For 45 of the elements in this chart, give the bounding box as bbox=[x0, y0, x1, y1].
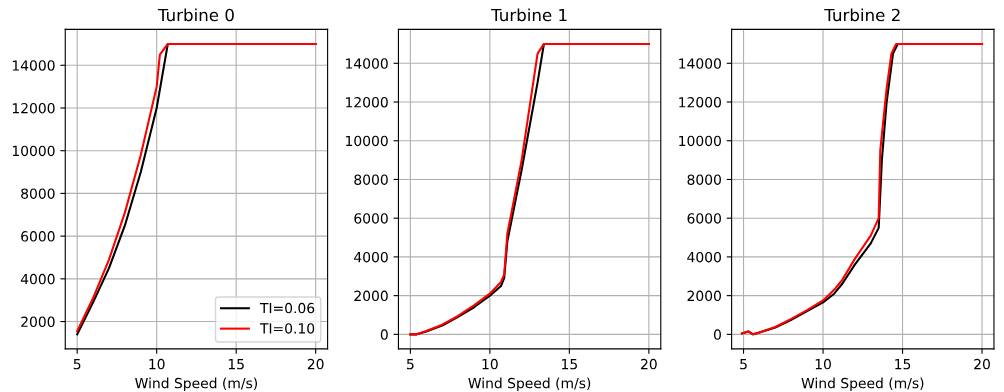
y-tick-label: 14000 bbox=[12, 60, 55, 71]
y-tick-label: 12000 bbox=[12, 102, 55, 114]
y-tick-label: 14000 bbox=[679, 58, 721, 69]
y-tick-label: 2000 bbox=[687, 290, 721, 302]
y-tick-label: 6000 bbox=[354, 213, 388, 224]
x-axis-title: Wind Speed (m/s) bbox=[468, 377, 591, 392]
y-tick-label: 10000 bbox=[346, 135, 388, 147]
chart-title: Turbine 2 bbox=[824, 8, 900, 22]
y-tick-label: 4000 bbox=[20, 273, 55, 285]
x-tick-label: 5 bbox=[407, 359, 414, 370]
y-tick-label: 12000 bbox=[679, 96, 721, 108]
chart-title: Turbine 1 bbox=[491, 8, 567, 22]
y-tick-label: 2000 bbox=[354, 290, 388, 302]
y-tick-label: 12000 bbox=[346, 96, 388, 108]
y-tick-label: 0 bbox=[713, 329, 721, 340]
y-tick-label: 10000 bbox=[679, 135, 721, 147]
x-axis-title: Wind Speed (m/s) bbox=[135, 377, 258, 392]
x-tick-label: 10 bbox=[482, 358, 498, 370]
x-tick-label: 20 bbox=[641, 358, 657, 370]
x-tick-label: 15 bbox=[895, 359, 911, 370]
legend-label: TI=0.06 bbox=[259, 302, 315, 314]
x-tick-label: 5 bbox=[740, 359, 747, 370]
x-tick-label: 20 bbox=[307, 358, 324, 370]
y-tick-label: 4000 bbox=[687, 251, 721, 263]
y-tick-label: 8000 bbox=[687, 174, 721, 185]
y-tick-label: 6000 bbox=[21, 231, 55, 242]
y-tick-label: 6000 bbox=[687, 213, 721, 224]
y-tick-label: 14000 bbox=[346, 58, 388, 69]
y-tick-label: 0 bbox=[380, 329, 388, 340]
x-axis-title: Wind Speed (m/s) bbox=[801, 377, 924, 392]
y-tick-label: 8000 bbox=[354, 174, 388, 185]
chart-title: Turbine 0 bbox=[157, 8, 234, 22]
x-tick-label: 5 bbox=[73, 359, 81, 370]
x-tick-label: 15 bbox=[562, 359, 577, 370]
y-tick-label: 2000 bbox=[21, 316, 55, 328]
y-tick-label: 10000 bbox=[12, 145, 55, 157]
x-tick-label: 15 bbox=[228, 359, 244, 370]
y-tick-label: 8000 bbox=[21, 188, 55, 199]
legend-label: TI=0.10 bbox=[259, 323, 315, 334]
x-tick-label: 10 bbox=[815, 358, 831, 370]
x-tick-label: 20 bbox=[974, 358, 990, 370]
line-series bbox=[740, 42, 984, 336]
x-tick-label: 10 bbox=[149, 358, 165, 370]
line-series bbox=[409, 42, 650, 336]
y-tick-label: 4000 bbox=[354, 251, 388, 263]
